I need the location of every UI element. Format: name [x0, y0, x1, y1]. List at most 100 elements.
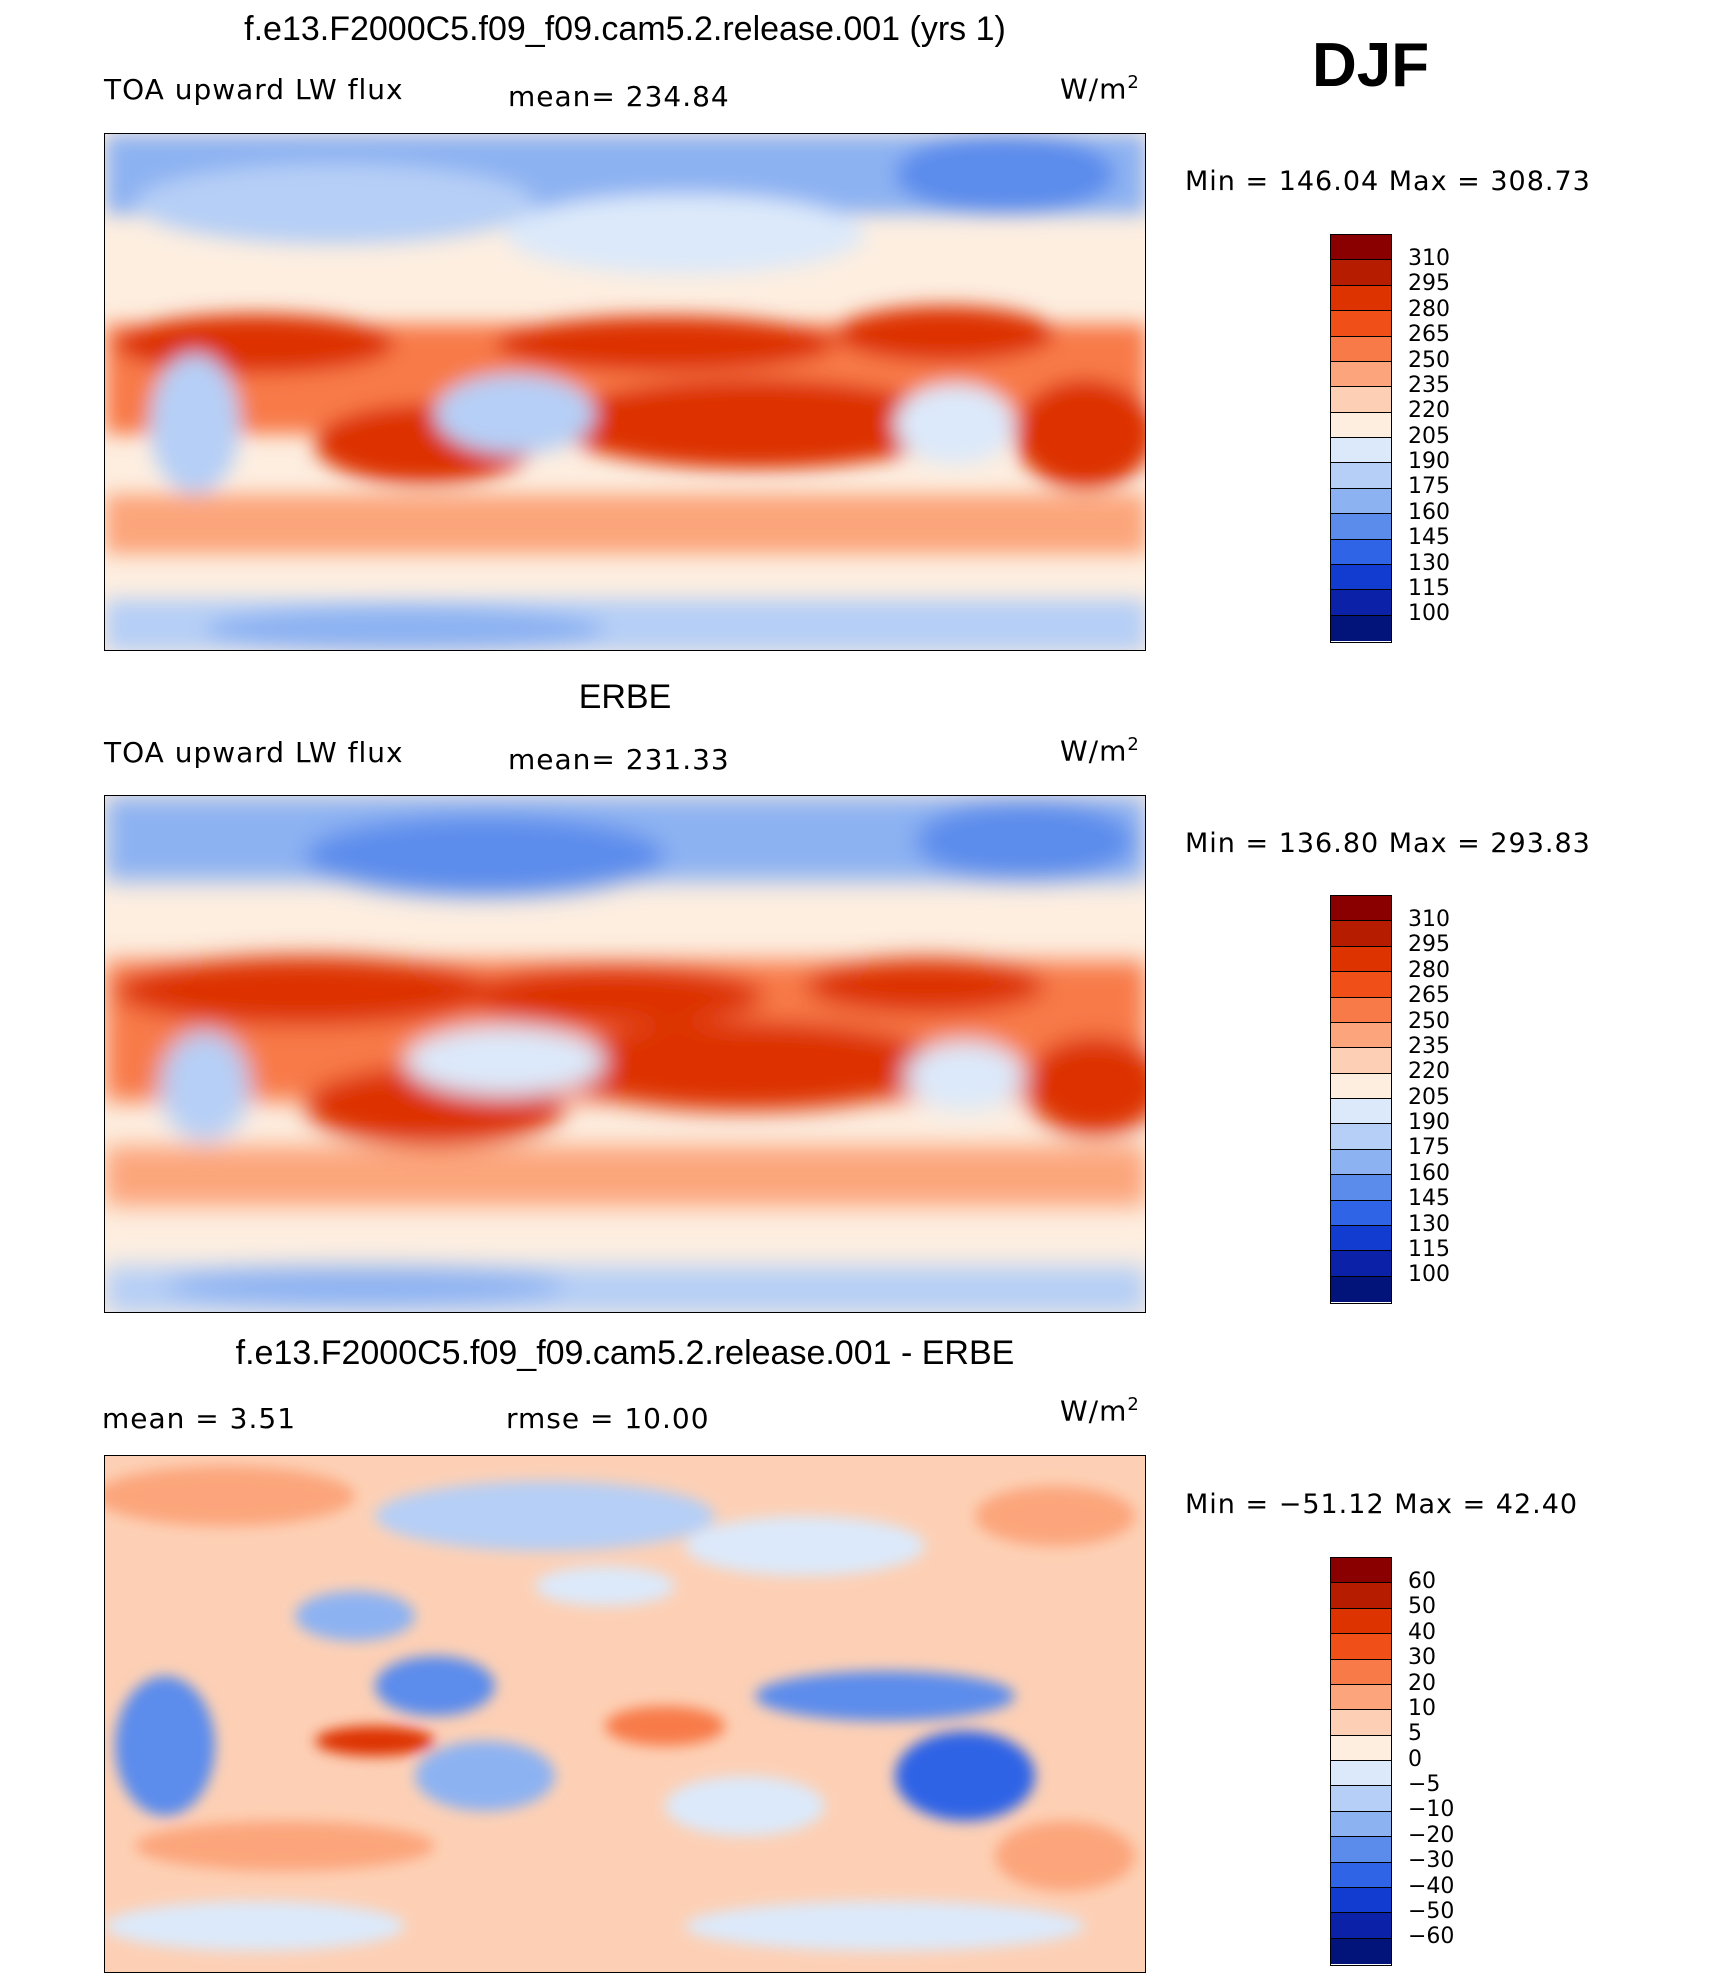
panel-3-rmse-label: rmse = 10.00: [506, 1402, 710, 1435]
colorbar-tick-label: 235: [1408, 1033, 1450, 1059]
colorbar-swatch: [1331, 387, 1391, 413]
colorbar-swatch: [1331, 1684, 1391, 1711]
panel-1-colorbar-labels: 310 295 280 265 250 235 220 205 190 175 160 145 130 1…: [1408, 246, 1450, 627]
panel-3-colorbar-labels: 60 50 40 30 20 10 5 0 −5 −10 −20 −30 −40 −50 −60: [1408, 1569, 1454, 1950]
colorbar-swatch: [1331, 1887, 1391, 1914]
colorbar-tick-label: 160: [1408, 499, 1450, 525]
colorbar-swatch: [1331, 615, 1391, 641]
colorbar-tick-label: 145: [1408, 525, 1450, 551]
colorbar-tick-label: 280: [1408, 957, 1450, 983]
colorbar-swatch: [1331, 1099, 1391, 1125]
panel-2-colorbar-labels: 310 295 280 265 250 235 220 205 190 175 160 145 130 1…: [1408, 907, 1450, 1288]
panel-2-colorbar: [1330, 895, 1392, 1304]
panel-3-field: [105, 1456, 1145, 1972]
colorbar-tick-label: 190: [1408, 1110, 1450, 1135]
panel-3-title: f.e13.F2000C5.f09_f09.cam5.2.release.001…: [235, 1334, 1015, 1372]
panel-3-minmax: Min = −51.12 Max = 42.40: [1185, 1489, 1579, 1520]
colorbar-swatch: [1331, 564, 1391, 591]
colorbar-swatch: [1331, 412, 1391, 438]
colorbar-tick-label: 145: [1408, 1186, 1450, 1212]
colorbar-tick-label: 30: [1408, 1645, 1436, 1671]
colorbar-swatch: [1331, 946, 1391, 973]
colorbar-swatch: [1331, 921, 1391, 947]
colorbar-tick-label: 20: [1408, 1670, 1436, 1696]
colorbar-swatch: [1331, 311, 1391, 337]
colorbar-swatch: [1331, 235, 1391, 261]
colorbar-swatch: [1331, 1659, 1391, 1685]
colorbar-swatch: [1331, 1761, 1391, 1787]
colorbar-tick-label: 280: [1408, 296, 1450, 322]
colorbar-tick-label: −40: [1408, 1873, 1455, 1899]
colorbar-swatch: [1331, 463, 1391, 489]
panel-3-mean-label: mean = 3.51: [102, 1402, 297, 1435]
colorbar-tick-label: 0: [1408, 1746, 1422, 1772]
colorbar-swatch: [1331, 285, 1391, 312]
colorbar-tick-label: 115: [1408, 1236, 1450, 1262]
colorbar-tick-label: 130: [1408, 1211, 1450, 1237]
colorbar-tick-label: 265: [1408, 322, 1450, 348]
colorbar-swatch: [1331, 1710, 1391, 1736]
colorbar-tick-label: −60: [1408, 1924, 1455, 1950]
colorbar-tick-label: 205: [1408, 1084, 1450, 1110]
colorbar-tick-label: 50: [1408, 1594, 1436, 1620]
colorbar-tick-label: 205: [1408, 423, 1450, 449]
colorbar-tick-label: 190: [1408, 449, 1450, 474]
colorbar-swatch: [1331, 1225, 1391, 1252]
colorbar-swatch: [1331, 488, 1391, 515]
colorbar-tick-label: 100: [1408, 1262, 1450, 1288]
colorbar-tick-label: 160: [1408, 1160, 1450, 1186]
colorbar-swatch: [1331, 1634, 1391, 1660]
colorbar-swatch: [1331, 590, 1391, 616]
colorbar-swatch: [1331, 1073, 1391, 1099]
colorbar-swatch: [1331, 361, 1391, 388]
colorbar-tick-label: −50: [1408, 1898, 1455, 1924]
colorbar-tick-label: 265: [1408, 983, 1450, 1009]
colorbar-swatch: [1331, 896, 1391, 922]
panel-1-title: f.e13.F2000C5.f09_f09.cam5.2.release.001…: [244, 10, 1006, 48]
colorbar-tick-label: 295: [1408, 932, 1450, 958]
panel-2-variable-label: TOA upward LW flux: [104, 736, 404, 769]
colorbar-swatch: [1331, 1913, 1391, 1939]
colorbar-tick-label: 220: [1408, 1059, 1450, 1085]
panel-3-map: [104, 1455, 1146, 1973]
panel-2-field: [105, 796, 1145, 1312]
panel-1-mean-label: mean= 234.84: [508, 80, 730, 113]
colorbar-tick-label: 10: [1408, 1695, 1436, 1721]
colorbar-swatch: [1331, 1862, 1391, 1888]
panel-1-units: W/m2: [1060, 72, 1140, 106]
colorbar-tick-label: 250: [1408, 1008, 1450, 1034]
colorbar-tick-label: −20: [1408, 1822, 1455, 1848]
panel-2-minmax: Min = 136.80 Max = 293.83: [1185, 828, 1591, 859]
colorbar-tick-label: −30: [1408, 1848, 1455, 1874]
colorbar-tick-label: 250: [1408, 347, 1450, 373]
colorbar-tick-label: 5: [1408, 1721, 1422, 1747]
colorbar-swatch: [1331, 1276, 1391, 1302]
colorbar-swatch: [1331, 260, 1391, 286]
panel-1-field: [105, 134, 1145, 650]
panel-1-variable-label: TOA upward LW flux: [104, 73, 404, 106]
panel-1-colorbar: [1330, 234, 1392, 643]
colorbar-tick-label: 235: [1408, 372, 1450, 398]
colorbar-tick-label: 40: [1408, 1619, 1436, 1645]
colorbar-swatch: [1331, 1558, 1391, 1584]
colorbar-swatch: [1331, 997, 1391, 1023]
colorbar-tick-label: 175: [1408, 1135, 1450, 1161]
colorbar-swatch: [1331, 1200, 1391, 1226]
colorbar-swatch: [1331, 972, 1391, 998]
colorbar-swatch: [1331, 1124, 1391, 1150]
panel-2-mean-label: mean= 231.33: [508, 743, 730, 776]
colorbar-tick-label: 130: [1408, 550, 1450, 576]
colorbar-swatch: [1331, 1048, 1391, 1074]
colorbar-tick-label: 115: [1408, 575, 1450, 601]
colorbar-swatch: [1331, 336, 1391, 362]
colorbar-swatch: [1331, 1735, 1391, 1761]
colorbar-tick-label: −10: [1408, 1797, 1455, 1823]
colorbar-swatch: [1331, 1811, 1391, 1838]
colorbar-tick-label: −5: [1408, 1772, 1441, 1797]
colorbar-tick-label: 295: [1408, 271, 1450, 297]
colorbar-tick-label: 220: [1408, 398, 1450, 424]
colorbar-tick-label: 310: [1408, 246, 1450, 271]
colorbar-swatch: [1331, 1251, 1391, 1277]
colorbar-swatch: [1331, 1022, 1391, 1049]
colorbar-swatch: [1331, 1938, 1391, 1964]
